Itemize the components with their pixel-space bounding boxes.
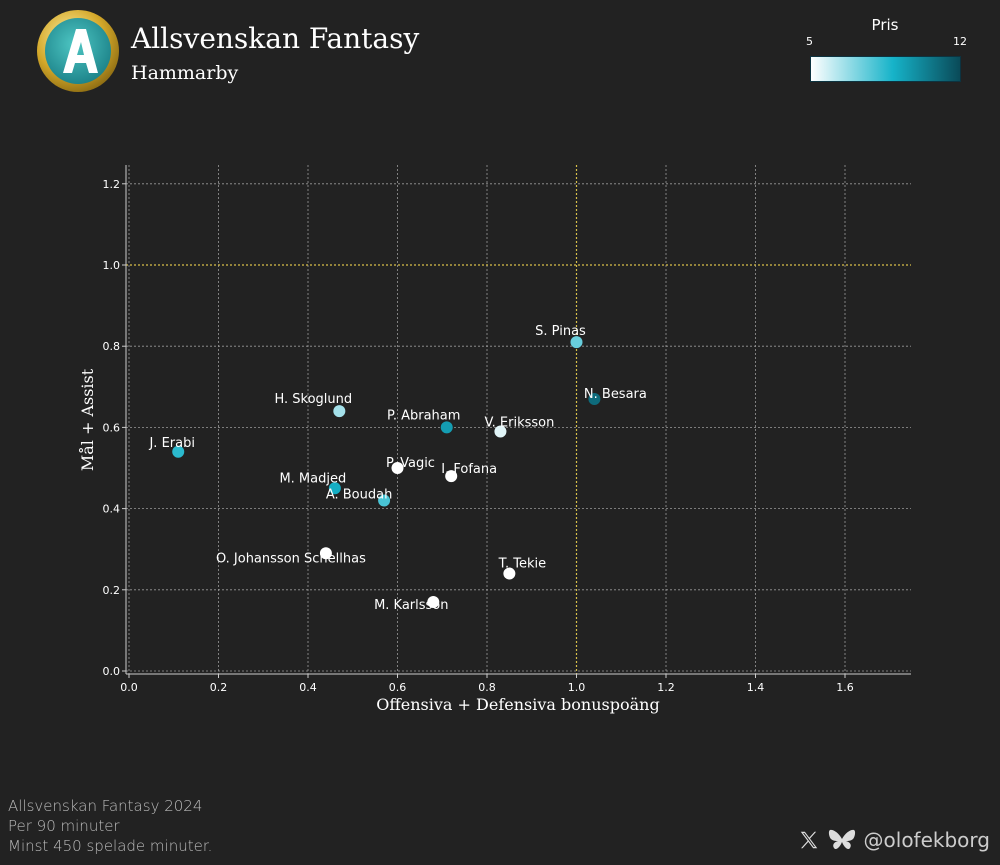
app-title: Allsvenskan Fantasy [131,22,420,55]
data-point[interactable] [494,425,507,438]
x-tick-label: 1.0 [568,681,586,694]
allsvenskan-logo [37,10,119,92]
data-point[interactable] [445,470,458,483]
footer-per90: Per 90 minuter [8,817,120,835]
point-label: S. Pinas [535,324,586,339]
x-tick-label: 1.6 [836,681,854,694]
x-tick-label: 0.2 [210,681,228,694]
x-tick-label: 0.8 [478,681,496,694]
data-point[interactable] [503,567,516,580]
x-axis-label: Offensiva + Defensiva bonuspoäng [376,695,659,714]
data-point[interactable] [391,462,404,474]
y-tick-label: 0.0 [103,665,121,678]
data-point[interactable] [328,482,341,495]
y-tick-label: 0.2 [103,584,121,597]
colorbar-label: Pris [871,16,899,34]
point-label: A. Boudah [326,487,393,502]
x-icon [800,831,817,849]
point-label: O. Johansson Schellhas [216,551,366,566]
x-tick-label: 1.2 [657,681,675,694]
ticks: 0.0 0.2 0.4 0.6 0.8 1.0 1.2 1.4 1.6 0.0 0.2 0.4 0.6 0… [103,178,854,694]
data-point[interactable] [172,445,185,458]
axes [125,165,911,675]
point-labels: J. Erabi H. Skoglund P. Abraham V. Eriksson… [148,324,646,613]
point-label: I. Fofana [441,462,497,477]
data-point[interactable] [588,392,601,405]
point-label: P. Abraham [387,408,460,423]
x-tick-label: 0.6 [389,681,407,694]
y-axis-label: Mål + Assist [78,368,97,471]
colorbar-max-label: 12 [953,35,967,48]
point-label: P. Vagic [386,456,435,471]
y-tick-label: 1.0 [103,259,121,272]
point-label: N. Besara [584,387,647,402]
point-label: T. Tekie [498,557,547,572]
point-label: M. Karlsson [374,598,448,613]
x-tick-label: 0.0 [120,681,138,694]
point-label: H. Skoglund [274,392,352,407]
reference-lines [126,165,911,674]
colorbar-min-label: 5 [806,35,813,48]
y-tick-label: 0.8 [103,340,121,353]
data-point[interactable] [427,595,440,608]
data-point[interactable] [378,494,391,507]
point-label: M. Madjed [279,471,346,486]
butterfly-icon [828,829,855,850]
x-tick-label: 0.4 [299,681,317,694]
y-tick-label: 1.2 [103,178,121,191]
data-point[interactable] [570,336,583,349]
social-handle[interactable]: @olofekborg [798,828,990,852]
y-tick-label: 0.4 [103,503,121,516]
point-label: V. Eriksson [484,415,554,430]
point-label: J. Erabi [148,436,195,451]
footer-season: Allsvenskan Fantasy 2024 [8,797,203,815]
points [172,336,601,608]
data-point[interactable] [333,405,346,418]
handle-text: @olofekborg [863,828,990,852]
price-colorbar [810,56,961,82]
x-tick-label: 1.4 [747,681,765,694]
data-point[interactable] [319,547,332,560]
y-tick-label: 0.6 [103,421,121,434]
team-subtitle: Hammarby [131,62,239,84]
footer-minutes: Minst 450 spelade minuter. [8,837,213,855]
data-point[interactable] [440,421,453,434]
